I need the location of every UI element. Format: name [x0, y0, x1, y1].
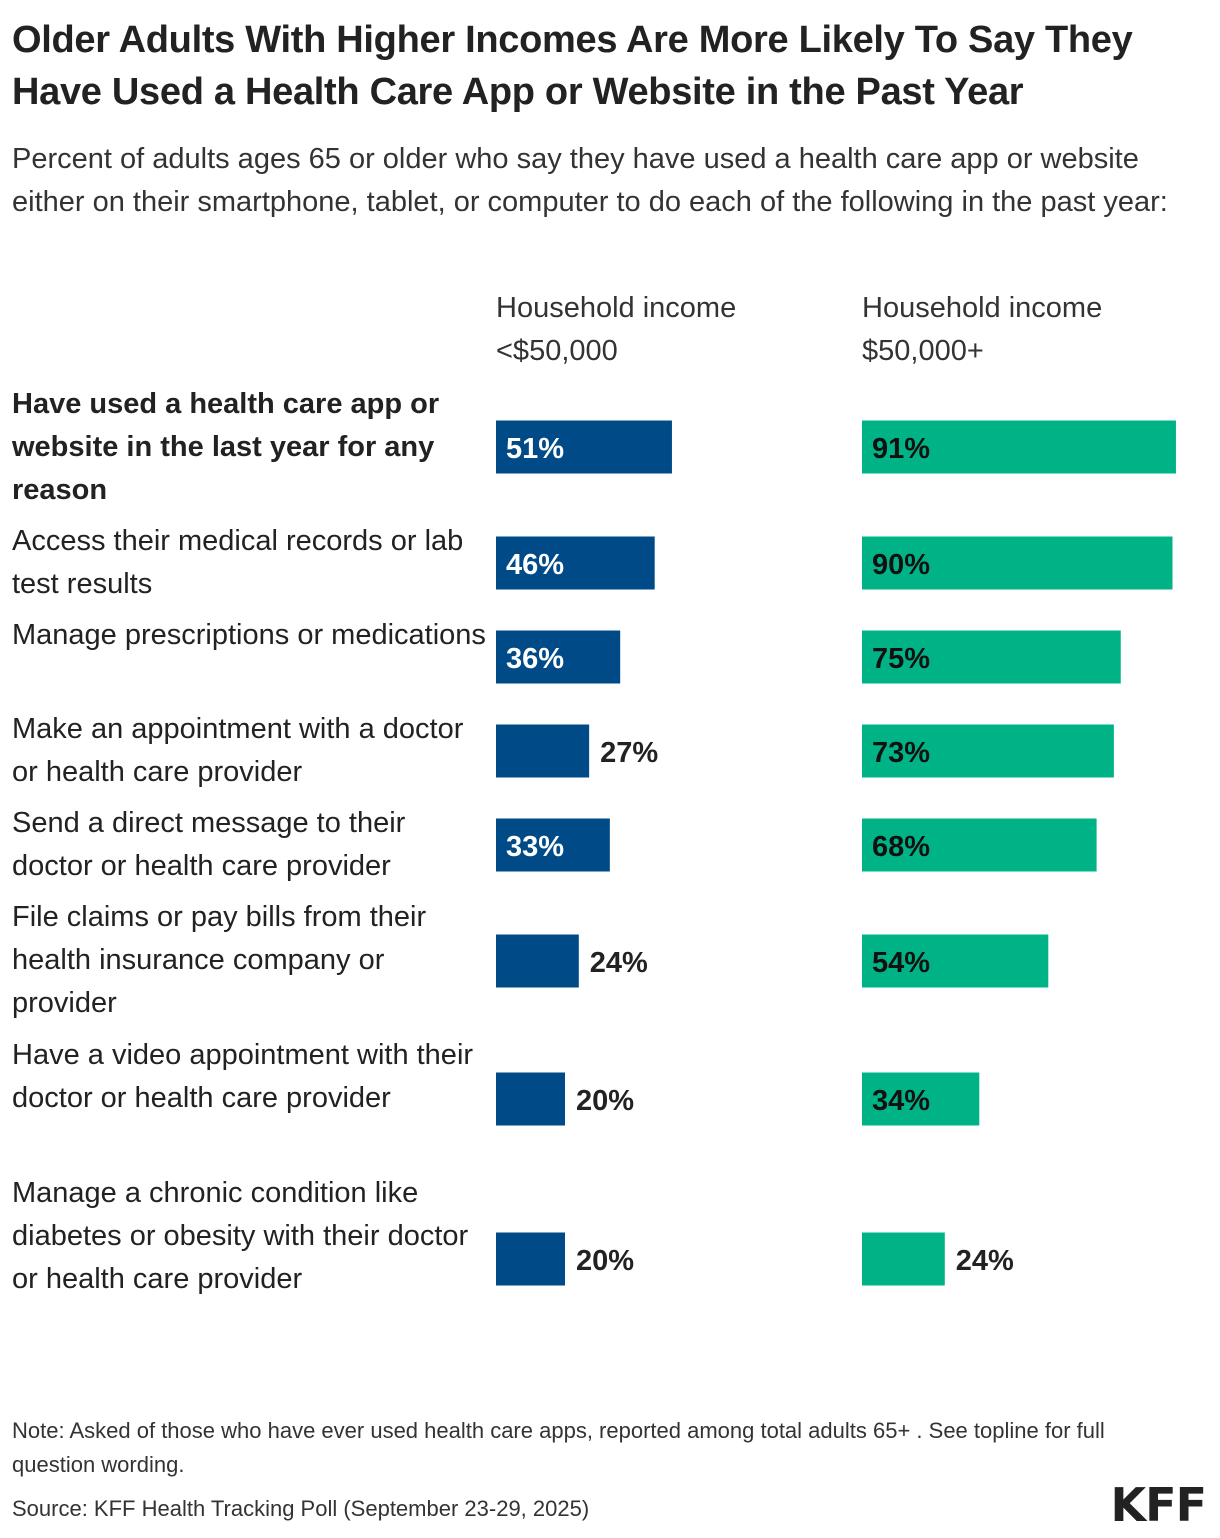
- bar: [496, 1232, 565, 1286]
- category-label: Make an appointment with a doctor or hea…: [12, 713, 464, 788]
- chart-source: Source: KFF Health Tracking Poll (Septem…: [12, 1496, 590, 1521]
- data-label: 51%: [506, 433, 564, 465]
- data-label: 34%: [872, 1085, 930, 1117]
- bar: [862, 536, 1173, 590]
- kff-logo: KFF: [1110, 1478, 1207, 1532]
- category-label: Send a direct message to their doctor or…: [12, 807, 406, 882]
- bar: [862, 1232, 945, 1286]
- data-label: 75%: [872, 643, 930, 675]
- bar: [496, 818, 610, 872]
- bar: [862, 818, 1097, 872]
- bar: [862, 420, 1176, 474]
- bar: [862, 724, 1114, 778]
- data-label: 54%: [872, 947, 930, 979]
- bar: [862, 630, 1121, 684]
- bar: [496, 630, 621, 684]
- chart-note: Note: Asked of those who have ever used …: [12, 1418, 1105, 1477]
- column-header-high-income: Household income $50,000+: [862, 287, 1102, 373]
- chart-title: Older Adults With Higher Incomes Are Mor…: [12, 19, 1133, 113]
- column-header-line: $50,000+: [862, 335, 984, 367]
- data-label: 36%: [506, 643, 564, 675]
- bar: [862, 934, 1049, 988]
- column-header-low-income: Household income <$50,000: [496, 287, 736, 373]
- data-label: 27%: [600, 737, 658, 769]
- column-header-line: Household income: [862, 292, 1103, 324]
- bar: [496, 724, 590, 778]
- bar: [496, 934, 579, 988]
- category-label: Manage prescriptions or medications: [12, 619, 486, 651]
- bar: [862, 1072, 980, 1126]
- category-label: Manage a chronic condition like diabetes…: [12, 1177, 469, 1295]
- category-label: Have used a health care app or website i…: [12, 388, 440, 506]
- data-label: 20%: [576, 1245, 634, 1277]
- column-header-line: <$50,000: [496, 335, 618, 367]
- chart-subtitle: Percent of adults ages 65 or older who s…: [12, 143, 1168, 218]
- category-label: Access their medical records or lab test…: [12, 525, 464, 600]
- data-label: 91%: [872, 433, 930, 465]
- data-label: 90%: [872, 549, 930, 581]
- category-label: File claims or pay bills from their heal…: [12, 901, 427, 1019]
- data-label: 24%: [590, 947, 648, 979]
- data-label: 20%: [576, 1085, 634, 1117]
- category-label: Have a video appointment with their doct…: [12, 1039, 474, 1114]
- data-label: 68%: [872, 831, 930, 863]
- bar: [496, 420, 672, 474]
- data-label: 46%: [506, 549, 564, 581]
- bar: [496, 1072, 565, 1126]
- column-header-line: Household income: [496, 292, 737, 324]
- data-label: 33%: [506, 831, 564, 863]
- data-label: 73%: [872, 737, 930, 769]
- data-label: 24%: [956, 1245, 1014, 1277]
- bar: [496, 536, 655, 590]
